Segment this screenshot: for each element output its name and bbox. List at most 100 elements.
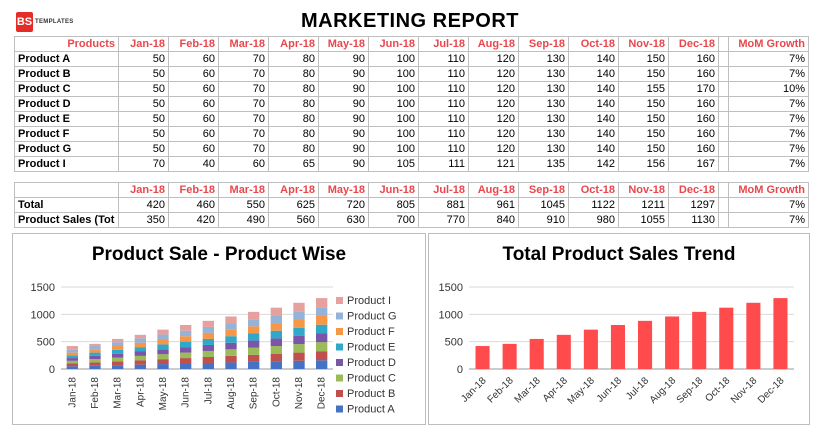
value-cell[interactable]: 110 <box>418 96 469 112</box>
value-cell[interactable]: 160 <box>668 51 719 67</box>
value-cell[interactable]: 460 <box>168 197 219 213</box>
value-cell[interactable]: 70 <box>218 51 269 67</box>
value-cell[interactable]: 150 <box>618 141 669 157</box>
growth-cell[interactable]: 7% <box>728 197 809 213</box>
value-cell[interactable]: 700 <box>368 212 419 228</box>
value-cell[interactable]: 100 <box>368 141 419 157</box>
value-cell[interactable]: 110 <box>418 141 469 157</box>
value-cell[interactable]: 110 <box>418 111 469 127</box>
value-cell[interactable]: 60 <box>168 111 219 127</box>
value-cell[interactable]: 155 <box>618 81 669 97</box>
value-cell[interactable]: 50 <box>118 66 169 82</box>
value-cell[interactable]: 420 <box>118 197 169 213</box>
row-label-cell[interactable]: Product B <box>14 66 119 82</box>
value-cell[interactable]: 135 <box>518 156 569 172</box>
spacer-cell[interactable] <box>718 182 729 198</box>
value-cell[interactable]: 140 <box>568 66 619 82</box>
row-label-cell[interactable]: Product I <box>14 156 119 172</box>
row-label-cell[interactable]: Product Sales (Tot <box>14 212 119 228</box>
value-cell[interactable]: 60 <box>168 126 219 142</box>
value-cell[interactable]: 170 <box>668 81 719 97</box>
value-cell[interactable]: 120 <box>468 111 519 127</box>
value-cell[interactable]: 110 <box>418 66 469 82</box>
value-cell[interactable]: 110 <box>418 51 469 67</box>
row-label-cell[interactable]: Product A <box>14 51 119 67</box>
header-cell[interactable]: Jun-18 <box>368 182 419 198</box>
value-cell[interactable]: 130 <box>518 81 569 97</box>
value-cell[interactable]: 80 <box>268 96 319 112</box>
value-cell[interactable]: 160 <box>668 141 719 157</box>
value-cell[interactable]: 70 <box>218 141 269 157</box>
value-cell[interactable]: 105 <box>368 156 419 172</box>
spacer-cell[interactable] <box>718 66 729 82</box>
value-cell[interactable]: 150 <box>618 111 669 127</box>
growth-cell[interactable]: 7% <box>728 51 809 67</box>
value-cell[interactable]: 90 <box>318 111 369 127</box>
value-cell[interactable]: 350 <box>118 212 169 228</box>
value-cell[interactable]: 60 <box>168 141 219 157</box>
value-cell[interactable]: 50 <box>118 111 169 127</box>
value-cell[interactable]: 60 <box>168 96 219 112</box>
value-cell[interactable]: 130 <box>518 51 569 67</box>
value-cell[interactable]: 70 <box>218 96 269 112</box>
header-cell[interactable]: Jan-18 <box>118 182 169 198</box>
value-cell[interactable]: 111 <box>418 156 469 172</box>
value-cell[interactable]: 910 <box>518 212 569 228</box>
value-cell[interactable]: 160 <box>668 96 719 112</box>
value-cell[interactable]: 70 <box>218 66 269 82</box>
header-cell[interactable]: Dec-18 <box>668 182 719 198</box>
value-cell[interactable]: 60 <box>218 156 269 172</box>
header-cell[interactable]: Jul-18 <box>418 182 469 198</box>
value-cell[interactable]: 80 <box>268 141 319 157</box>
header-cell[interactable]: Dec-18 <box>668 36 719 52</box>
value-cell[interactable]: 80 <box>268 51 319 67</box>
header-cell[interactable]: May-18 <box>318 36 369 52</box>
value-cell[interactable]: 130 <box>518 96 569 112</box>
value-cell[interactable]: 50 <box>118 96 169 112</box>
value-cell[interactable]: 121 <box>468 156 519 172</box>
header-cell[interactable]: Apr-18 <box>268 182 319 198</box>
spacer-cell[interactable] <box>718 36 729 52</box>
header-cell[interactable]: Feb-18 <box>168 182 219 198</box>
header-cell[interactable]: Aug-18 <box>468 182 519 198</box>
header-cell[interactable]: MoM Growth <box>728 182 809 198</box>
value-cell[interactable]: 70 <box>218 81 269 97</box>
value-cell[interactable]: 90 <box>318 156 369 172</box>
row-label-cell[interactable]: Product G <box>14 141 119 157</box>
row-label-cell[interactable]: Product C <box>14 81 119 97</box>
value-cell[interactable]: 90 <box>318 51 369 67</box>
header-cell[interactable]: Aug-18 <box>468 36 519 52</box>
value-cell[interactable]: 120 <box>468 66 519 82</box>
value-cell[interactable]: 1130 <box>668 212 719 228</box>
value-cell[interactable]: 150 <box>618 126 669 142</box>
value-cell[interactable]: 70 <box>218 111 269 127</box>
row-label-cell[interactable]: Product F <box>14 126 119 142</box>
value-cell[interactable]: 80 <box>268 126 319 142</box>
growth-cell[interactable]: 7% <box>728 111 809 127</box>
spacer-cell[interactable] <box>718 197 729 213</box>
growth-cell[interactable]: 7% <box>728 212 809 228</box>
value-cell[interactable]: 550 <box>218 197 269 213</box>
value-cell[interactable]: 90 <box>318 96 369 112</box>
spacer-cell[interactable] <box>718 81 729 97</box>
spacer-cell[interactable] <box>718 141 729 157</box>
spacer-cell[interactable] <box>718 51 729 67</box>
value-cell[interactable]: 150 <box>618 96 669 112</box>
spacer-cell[interactable] <box>718 212 729 228</box>
value-cell[interactable]: 420 <box>168 212 219 228</box>
header-cell[interactable]: May-18 <box>318 182 369 198</box>
value-cell[interactable]: 980 <box>568 212 619 228</box>
row-label-cell[interactable]: Product D <box>14 96 119 112</box>
value-cell[interactable]: 120 <box>468 51 519 67</box>
value-cell[interactable]: 60 <box>168 81 219 97</box>
spacer-cell[interactable] <box>718 96 729 112</box>
value-cell[interactable]: 140 <box>568 111 619 127</box>
value-cell[interactable]: 840 <box>468 212 519 228</box>
growth-cell[interactable]: 7% <box>728 96 809 112</box>
value-cell[interactable]: 1297 <box>668 197 719 213</box>
value-cell[interactable]: 490 <box>218 212 269 228</box>
growth-cell[interactable]: 7% <box>728 126 809 142</box>
value-cell[interactable]: 150 <box>618 66 669 82</box>
value-cell[interactable]: 770 <box>418 212 469 228</box>
value-cell[interactable]: 160 <box>668 111 719 127</box>
